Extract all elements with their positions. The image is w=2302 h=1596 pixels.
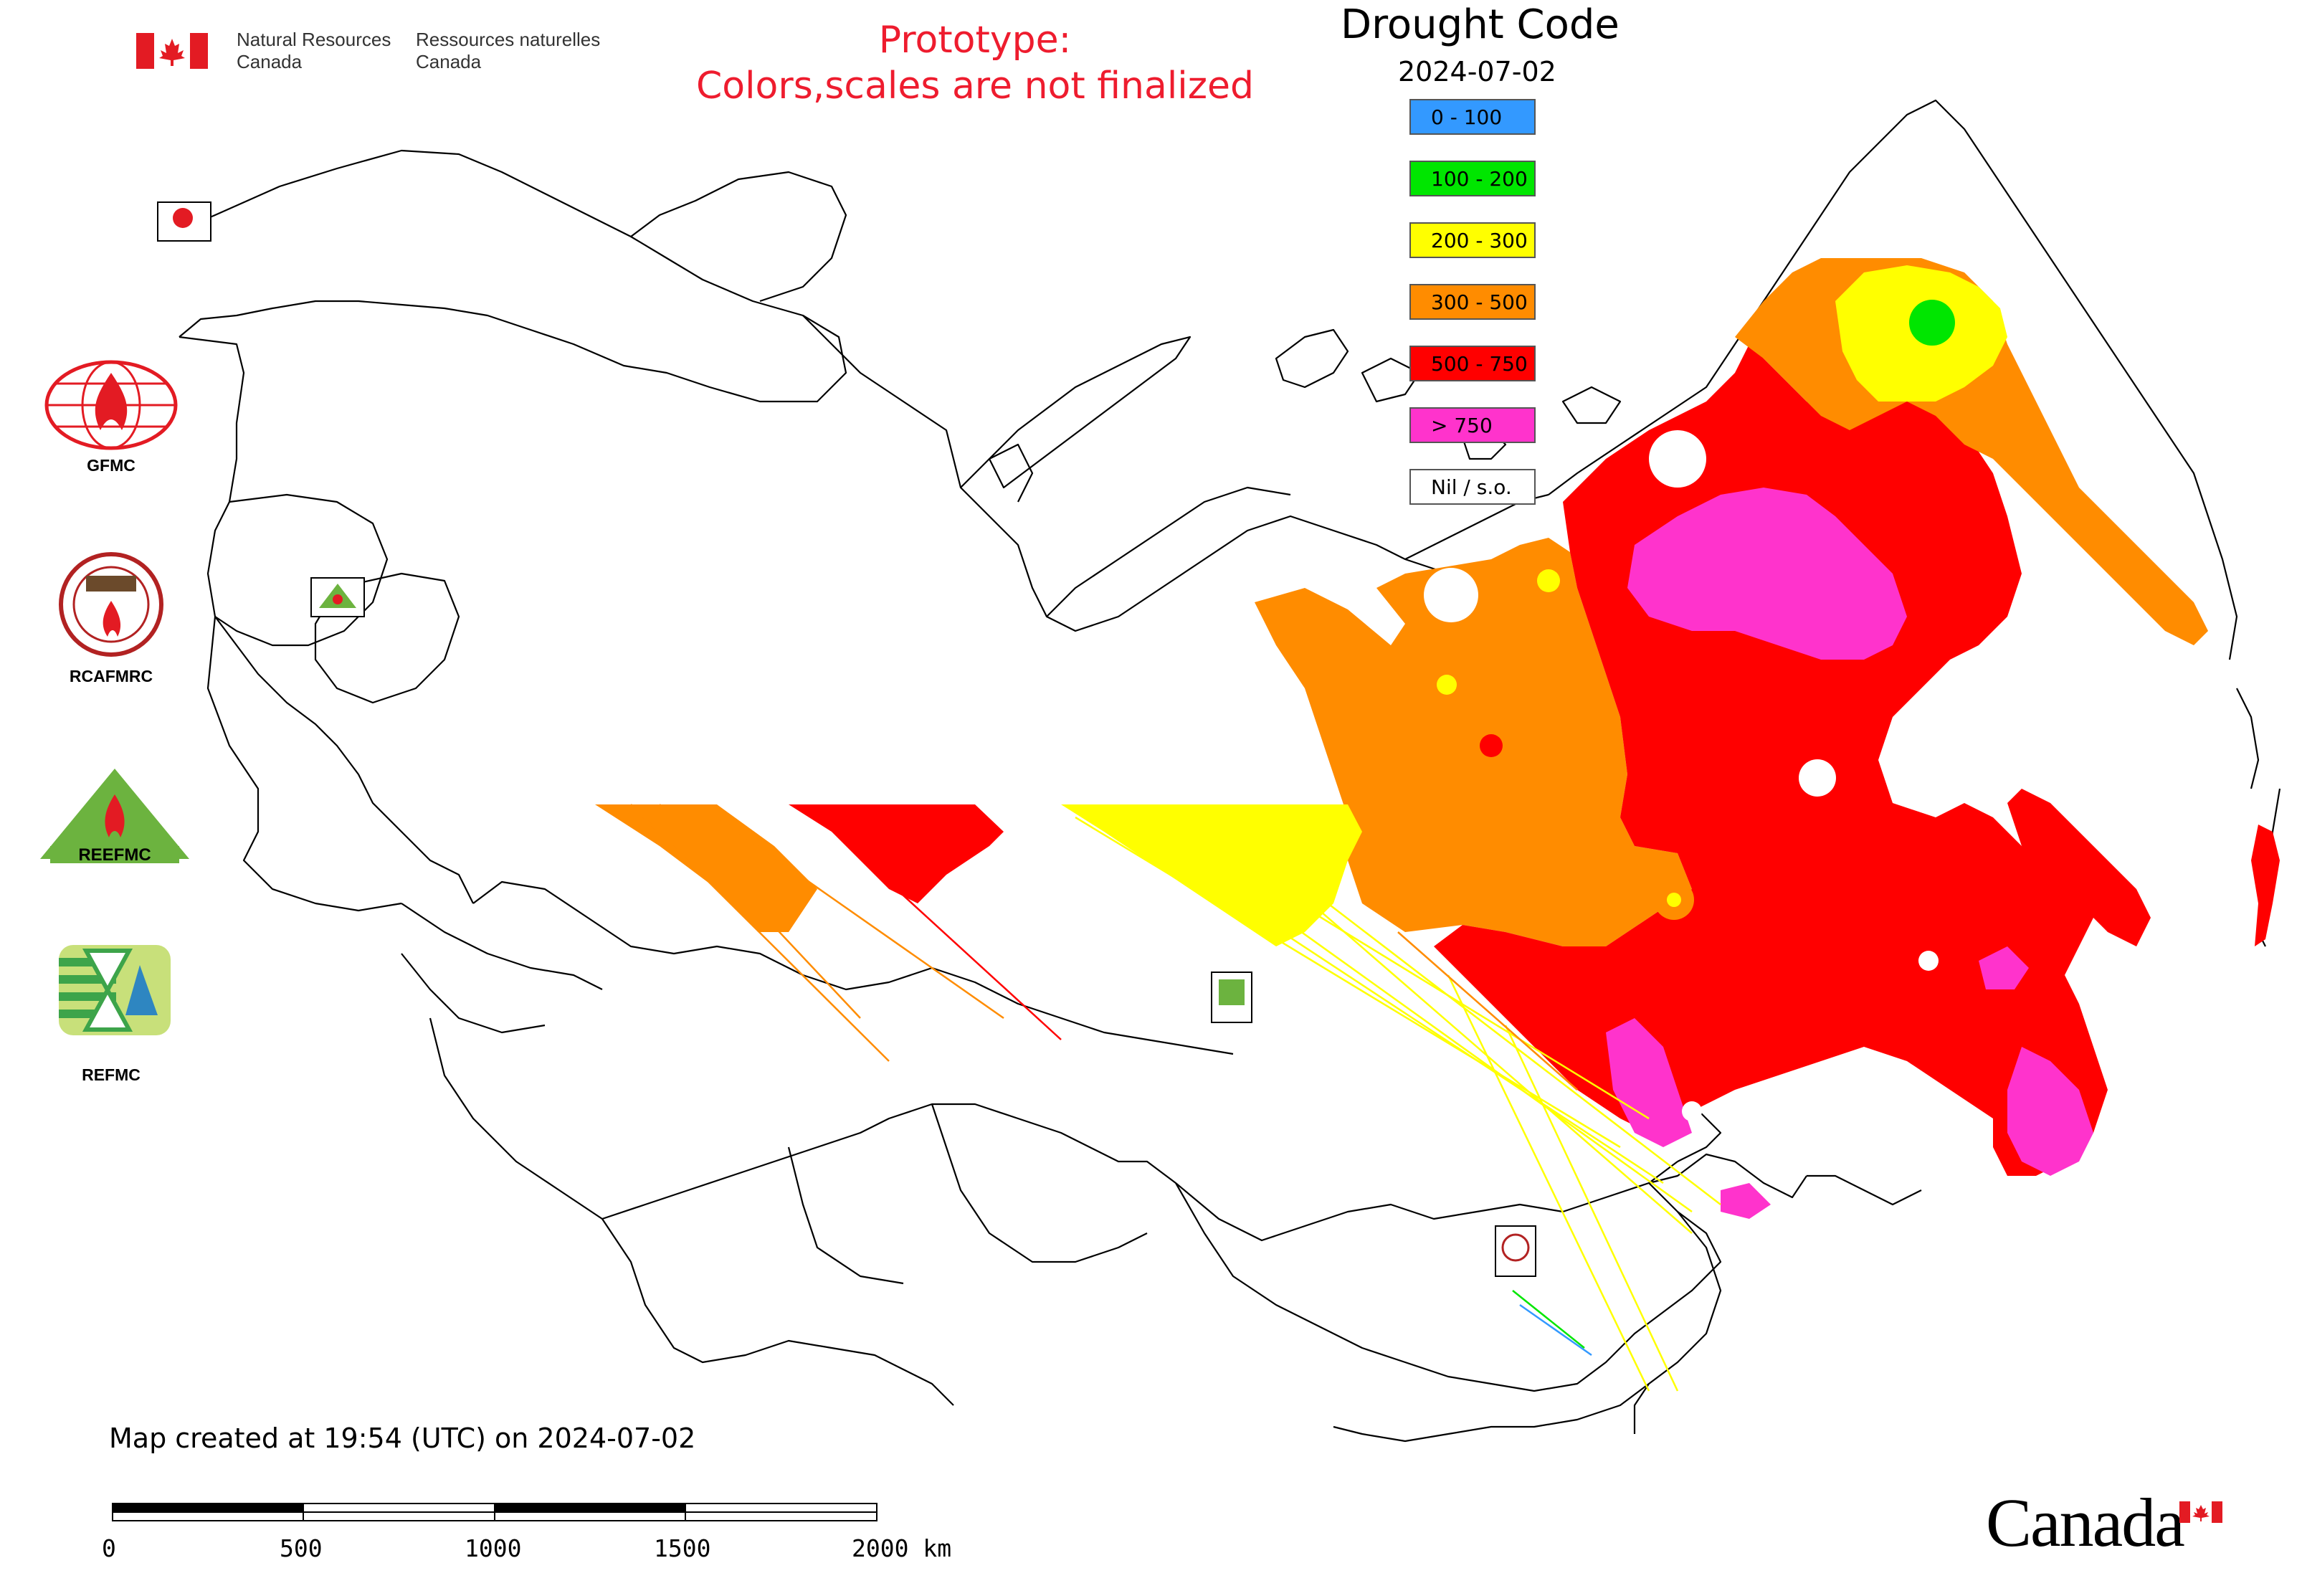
legend-item-label: 500 - 750	[1431, 351, 1528, 376]
interpolation-streaks	[630, 804, 1721, 1392]
legend-item-label: 200 - 300	[1431, 228, 1528, 252]
scale-tick-1000: 1000	[465, 1534, 522, 1562]
svg-text:REEFMC: REEFMC	[78, 845, 151, 865]
rcafmrc-logo-icon	[57, 551, 165, 658]
map-created-timestamp: Map created at 19:54 (UTC) on 2024-07-02	[109, 1422, 696, 1454]
legend-title: Drought Code	[1341, 1, 1620, 48]
scale-tick-500: 500	[280, 1534, 323, 1562]
legend-item: Nil / s.o.	[1409, 469, 1536, 505]
canada-wordmark: Canada	[1986, 1484, 2185, 1561]
gfmc-logo-icon	[39, 358, 183, 452]
refmc-logo-icon	[57, 944, 172, 1037]
scale-tick-0: 0	[102, 1534, 116, 1562]
legend-item-label: 100 - 200	[1431, 166, 1528, 191]
canada-wordmark-flag-icon	[2179, 1501, 2222, 1523]
legend-item-label: > 750	[1431, 413, 1493, 437]
legend-date: 2024-07-02	[1398, 56, 1556, 87]
map-logo-markers	[157, 201, 1536, 1277]
scale-tick-2000: 2000 km	[852, 1534, 952, 1562]
prototype-notice: Prototype: Colors,scales are not finaliz…	[695, 19, 1255, 108]
legend-item-label: 0 - 100	[1431, 105, 1503, 129]
legend-item: 0 - 100	[1409, 99, 1536, 135]
drought-fill	[595, 258, 2280, 1219]
org-label-refmc: REFMC	[82, 1065, 141, 1084]
legend-item: 200 - 300	[1409, 222, 1536, 258]
legend-item: 500 - 750	[1409, 346, 1536, 381]
legend-item-label: Nil / s.o.	[1431, 475, 1512, 499]
agency-name-en: Natural Resources Canada	[237, 29, 391, 72]
org-label-gfmc: GFMC	[87, 456, 135, 475]
canada-flag-icon	[136, 33, 208, 69]
legend-item: 100 - 200	[1409, 161, 1536, 196]
org-label-rcafmrc: RCAFMRC	[69, 667, 153, 685]
legend-item-label: 300 - 500	[1431, 290, 1528, 314]
reefmc-logo-icon: REEFMC	[36, 766, 194, 866]
scale-tick-1500: 1500	[654, 1534, 711, 1562]
agency-name-fr: Ressources naturelles Canada	[416, 29, 601, 72]
country-borders	[164, 99, 2281, 1443]
legend-item: 300 - 500	[1409, 284, 1536, 320]
legend-item: > 750	[1409, 407, 1536, 443]
scale-bar	[112, 1503, 879, 1524]
